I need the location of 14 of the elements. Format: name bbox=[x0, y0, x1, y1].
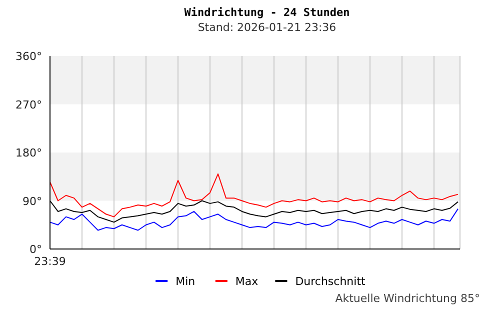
y-tick-label: 90° bbox=[22, 194, 42, 208]
line-series bbox=[50, 208, 458, 231]
legend-label: Durchschnitt bbox=[295, 275, 366, 288]
line-series bbox=[50, 173, 458, 218]
legend-label: Min bbox=[176, 275, 196, 288]
legend-label: Max bbox=[235, 275, 259, 288]
y-tick-label: 360° bbox=[16, 50, 42, 63]
x-tick-label: 23:39 bbox=[34, 255, 66, 268]
chart-title: Windrichtung - 24 Stunden bbox=[184, 6, 350, 19]
y-tick-label: 0° bbox=[30, 243, 42, 256]
chart-subtitle: Stand: 2026-01-21 23:36 bbox=[198, 21, 336, 34]
text: Aktuelle Windrichtung 85° bbox=[335, 292, 480, 305]
y-tick-label: 180° bbox=[16, 146, 42, 160]
y-tick-label: 270° bbox=[16, 98, 42, 112]
